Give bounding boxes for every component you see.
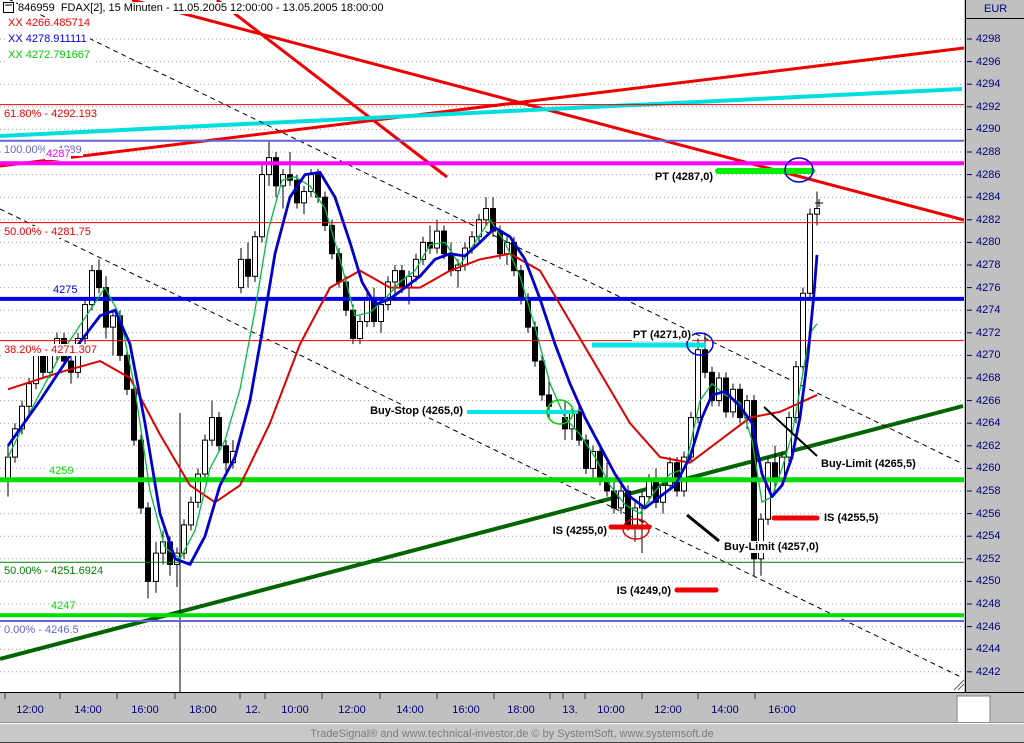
candle-body[interactable] bbox=[772, 462, 778, 481]
red-ascending-trendline[interactable] bbox=[0, 46, 965, 168]
candle-body[interactable] bbox=[138, 439, 144, 509]
candle-body[interactable] bbox=[131, 388, 137, 441]
corner-panel bbox=[956, 695, 991, 741]
candle-body[interactable] bbox=[273, 157, 279, 187]
candle-body[interactable] bbox=[695, 349, 701, 419]
candle-body[interactable] bbox=[216, 417, 222, 447]
resize-handle-icon[interactable] bbox=[953, 679, 965, 691]
slow-ma-red[interactable] bbox=[7, 252, 818, 504]
dashed-channel-lower[interactable] bbox=[0, 208, 964, 679]
candle-body[interactable] bbox=[539, 360, 545, 396]
candle-body[interactable] bbox=[793, 366, 799, 419]
candle-body[interactable] bbox=[110, 315, 116, 328]
candle-body[interactable] bbox=[758, 518, 764, 560]
candle-body[interactable] bbox=[145, 507, 151, 582]
buy-limit-4265-5-leader[interactable] bbox=[763, 406, 818, 457]
plot-area[interactable] bbox=[0, 0, 964, 692]
candle-body[interactable] bbox=[315, 174, 321, 198]
candle-body[interactable] bbox=[583, 439, 589, 469]
candle-body[interactable] bbox=[124, 354, 130, 390]
is-4255-0-circle[interactable] bbox=[622, 518, 650, 540]
candle-body[interactable] bbox=[301, 191, 307, 204]
pt-4287-circle[interactable] bbox=[784, 157, 814, 183]
candle-body[interactable] bbox=[5, 456, 11, 481]
candle-body[interactable] bbox=[807, 213, 813, 294]
pt-4271-circle[interactable] bbox=[686, 332, 714, 356]
candle-body[interactable] bbox=[181, 524, 187, 554]
candle-body[interactable] bbox=[800, 292, 806, 368]
candle-body[interactable] bbox=[434, 230, 440, 249]
buy-limit-4257-0-leader[interactable] bbox=[686, 513, 720, 543]
candle-body[interactable] bbox=[392, 270, 398, 283]
cyan-trendline[interactable] bbox=[0, 87, 963, 138]
candle-body[interactable] bbox=[252, 236, 258, 277]
medium-ma-blue[interactable] bbox=[6, 170, 819, 566]
resize-handle-icon[interactable] bbox=[957, 683, 965, 691]
candle-body[interactable] bbox=[209, 417, 215, 441]
candle-body[interactable] bbox=[420, 241, 426, 260]
candle-body[interactable] bbox=[40, 354, 46, 373]
candle-body[interactable] bbox=[814, 208, 820, 215]
candle-body[interactable] bbox=[153, 552, 159, 582]
candle-body[interactable] bbox=[223, 445, 229, 464]
candle-body[interactable] bbox=[68, 360, 74, 373]
candle-body[interactable] bbox=[266, 157, 272, 176]
candle-body[interactable] bbox=[378, 304, 384, 322]
candle-body[interactable] bbox=[590, 450, 596, 469]
candle-body[interactable] bbox=[26, 383, 32, 407]
candle-body[interactable] bbox=[245, 258, 251, 277]
candle-body[interactable] bbox=[357, 321, 363, 339]
buy-stop-circle[interactable] bbox=[546, 399, 574, 425]
candle-body[interactable] bbox=[103, 287, 109, 328]
candle-body[interactable] bbox=[259, 174, 265, 238]
candle-body[interactable] bbox=[89, 270, 95, 306]
candle-body[interactable] bbox=[646, 479, 652, 498]
candle-body[interactable] bbox=[576, 411, 582, 441]
candle-body[interactable] bbox=[188, 501, 194, 526]
candle-body[interactable] bbox=[448, 253, 454, 272]
red-steep-trendline[interactable] bbox=[216, 0, 448, 179]
candle-body[interactable] bbox=[483, 208, 489, 221]
candle-body[interactable] bbox=[364, 298, 370, 322]
candle-body[interactable] bbox=[322, 196, 328, 226]
candle-body[interactable] bbox=[702, 349, 708, 373]
candle-body[interactable] bbox=[96, 270, 102, 289]
candle-body[interactable] bbox=[238, 258, 244, 289]
candle-body[interactable] bbox=[202, 439, 208, 475]
